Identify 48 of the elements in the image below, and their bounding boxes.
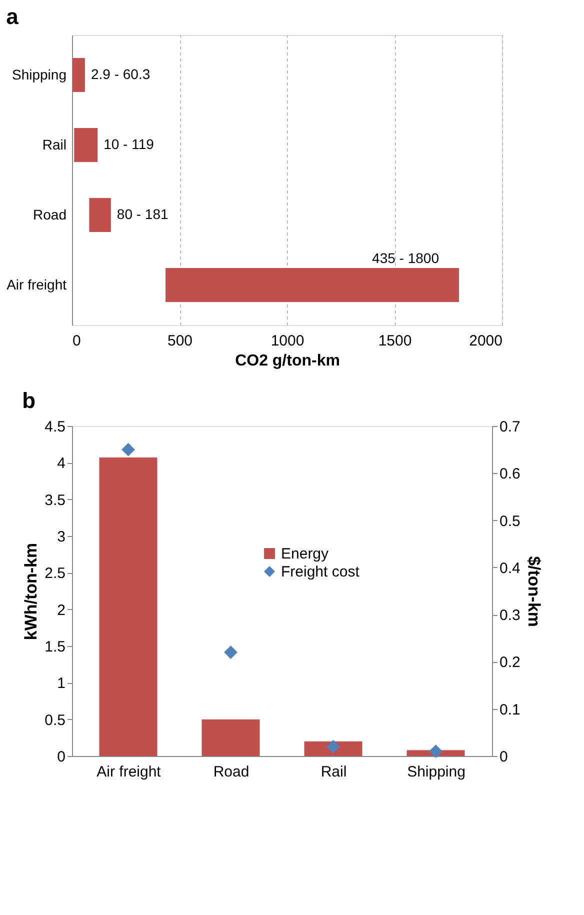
chart-title: b bbox=[22, 388, 36, 413]
x-axis-title: CO2 g/ton-km bbox=[235, 352, 340, 370]
y-axis-title: kWh/ton-km bbox=[22, 542, 41, 640]
y-tick-label: 4.5 bbox=[44, 418, 66, 436]
point bbox=[326, 740, 340, 754]
y-tick-label: 2 bbox=[57, 602, 66, 619]
y2-tick-label: 0.6 bbox=[500, 466, 520, 483]
x-tick-label: 500 bbox=[167, 332, 193, 350]
y-tick-label: Rail bbox=[42, 136, 66, 152]
y2-axis-title: $/ton-km bbox=[524, 556, 544, 627]
point bbox=[122, 442, 135, 456]
x-tick-label: Rail bbox=[320, 764, 347, 780]
legend-label: Energy bbox=[281, 546, 330, 562]
bar bbox=[202, 719, 260, 756]
bar bbox=[99, 458, 158, 756]
y2-tick-label: 0.4 bbox=[500, 560, 520, 577]
x-tick-label: Road bbox=[213, 764, 250, 780]
legend-label: Freight cost bbox=[281, 564, 360, 580]
y-tick-label: Air freight bbox=[6, 276, 67, 292]
y2-tick-label: 0.1 bbox=[500, 701, 520, 718]
y2-tick-label: 0.2 bbox=[500, 654, 520, 672]
x-tick-label: 2000 bbox=[469, 332, 502, 350]
annotation: 10 - 119 bbox=[104, 136, 154, 152]
y2-tick-label: 0 bbox=[500, 748, 508, 766]
chart-title: a bbox=[6, 4, 20, 29]
x-tick-label: 0 bbox=[72, 332, 81, 350]
x-tick-label: Air freight bbox=[96, 764, 162, 780]
y-tick-label: 3.5 bbox=[44, 492, 66, 509]
x-tick-label: 1500 bbox=[378, 332, 412, 350]
y-tick-label: 0.5 bbox=[44, 712, 66, 729]
y-tick-label: 0 bbox=[57, 748, 66, 766]
y-tick-label: 4 bbox=[57, 455, 66, 472]
y2-tick-label: 0.3 bbox=[500, 607, 520, 624]
x-tick-label: Shipping bbox=[407, 764, 466, 780]
annotation: 435 - 1800 bbox=[372, 250, 440, 266]
annotation: 2.9 - 60.3 bbox=[90, 66, 150, 82]
point bbox=[224, 646, 238, 659]
point bbox=[429, 744, 442, 758]
y-tick-label: 1.5 bbox=[44, 638, 66, 656]
y-tick-label: 2.5 bbox=[44, 565, 66, 582]
y-tick-label: 1 bbox=[57, 675, 66, 692]
x-tick-label: 1000 bbox=[270, 332, 304, 350]
annotation: 80 - 181 bbox=[116, 206, 168, 222]
y-tick-label: Road bbox=[33, 206, 66, 222]
y-tick-label: 3 bbox=[57, 528, 66, 546]
y2-tick-label: 0.7 bbox=[500, 418, 520, 436]
y2-tick-label: 0.5 bbox=[500, 512, 520, 530]
y-tick-label: Shipping bbox=[12, 66, 66, 82]
